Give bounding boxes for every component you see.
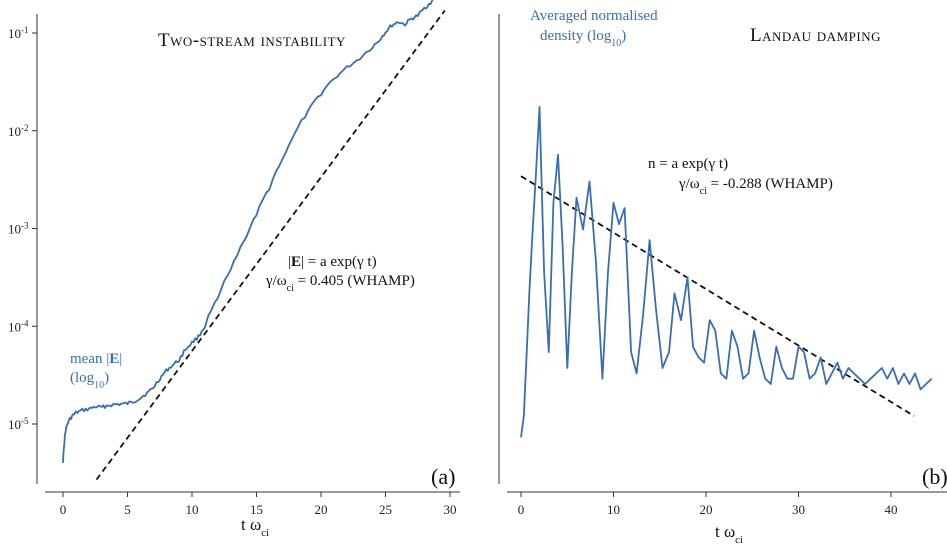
panel-a-y-tick-label: 10-4 (8, 318, 29, 334)
panel-b-x-tick-label: 30 (792, 502, 805, 517)
panel-a-y-tick-label: 10-2 (8, 123, 29, 139)
panel-a-x-tick-label: 30 (444, 502, 457, 517)
panel-a-fit-line (95, 9, 446, 481)
panel-a: 0 5 10 15 20 25 30 10-5 10-4 10-3 10-2 10-1 Two-st… (8, 0, 460, 539)
panel-b-fit-line (520, 175, 915, 417)
panel-b-x-tick-label: 40 (885, 502, 898, 517)
panel-a-series-label-log: (log10) (70, 370, 109, 391)
panel-a-xlabel: t ωci (241, 515, 269, 539)
panel-b: 0 10 20 30 40 Landau damping Averaged normal… (498, 8, 947, 545)
panel-a-x-ticks: 0 5 10 15 20 25 30 (60, 492, 457, 517)
panel-b-x-tick-label: 20 (700, 502, 713, 517)
panel-a-data-line (62, 0, 434, 463)
panel-a-y-tick-label: 10-5 (8, 416, 29, 432)
panel-b-x-ticks: 0 10 20 30 40 (518, 492, 898, 517)
panel-a-x-tick-label: 0 (60, 502, 67, 517)
panel-a-title: Two-stream instability (158, 30, 346, 51)
panel-a-series-label: mean |E| (70, 351, 122, 367)
panel-b-fit-equation: n = a exp(γ t) (648, 156, 728, 172)
panel-b-x-tick-label: 0 (518, 502, 525, 517)
panel-a-y-tick-label: 10-1 (8, 25, 29, 41)
panel-a-fit-equation: |E| = a exp(γ t) (288, 254, 377, 270)
panel-a-y-ticks: 10-5 10-4 10-3 10-2 10-1 (8, 25, 37, 432)
panel-b-xlabel: t ωci (715, 522, 743, 545)
panel-a-label: (a) (431, 464, 455, 489)
panel-b-series-label: Averaged normalised (530, 8, 658, 24)
panel-a-x-tick-label: 15 (250, 502, 263, 517)
panel-b-label: (b) (922, 464, 947, 489)
panel-b-damping-rate: γ/ωci = -0.288 (WHAMP) (678, 176, 833, 197)
panel-a-x-tick-label: 10 (186, 502, 199, 517)
panel-b-data-line (520, 106, 933, 438)
panel-a-x-tick-label: 20 (315, 502, 328, 517)
panel-a-growth-rate: γ/ωci = 0.405 (WHAMP) (265, 273, 415, 294)
panel-b-title: Landau damping (750, 25, 881, 46)
panel-a-y-tick-label: 10-3 (8, 221, 29, 237)
panel-a-x-tick-label: 25 (379, 502, 392, 517)
panel-b-series-label-log: density (log10) (540, 28, 626, 49)
panel-a-x-tick-label: 5 (124, 502, 131, 517)
panel-b-x-tick-label: 10 (607, 502, 620, 517)
